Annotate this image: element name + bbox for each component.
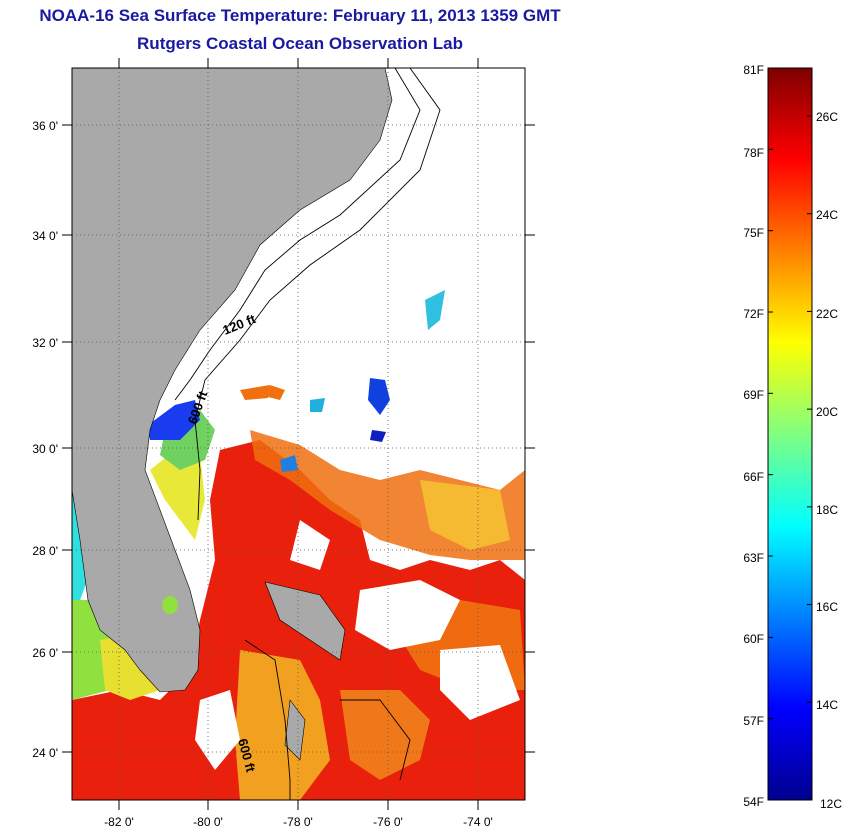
axis-ticks xyxy=(62,58,535,810)
lon-label: -80 0' xyxy=(193,815,223,829)
lat-label: 24 0' xyxy=(32,746,58,760)
lat-label: 30 0' xyxy=(32,442,58,456)
lat-label: 26 0' xyxy=(32,646,58,660)
colorbar-f-label: 69F xyxy=(743,388,764,402)
colorbar-f-label: 72F xyxy=(743,307,764,321)
map-title: NOAA-16 Sea Surface Temperature: Februar… xyxy=(39,6,561,25)
lat-labels: 36 0' 34 0' 32 0' 30 0' 28 0' 26 0' 24 0… xyxy=(32,119,58,760)
colorbar-c-label: 16C xyxy=(816,600,838,614)
lon-label: -76 0' xyxy=(373,815,403,829)
colorbar-f-label: 57F xyxy=(743,714,764,728)
lat-label: 28 0' xyxy=(32,544,58,558)
colorbar-c-label: 22C xyxy=(816,307,838,321)
lat-label: 32 0' xyxy=(32,336,58,350)
colorbar-gradient xyxy=(767,67,813,801)
land xyxy=(72,68,393,761)
colorbar-f-label: 81F xyxy=(743,63,764,77)
lat-label: 34 0' xyxy=(32,229,58,243)
lon-labels: -82 0' -80 0' -78 0' -76 0' -74 0' xyxy=(104,815,493,829)
lon-label: -74 0' xyxy=(463,815,493,829)
map-panel: 120 ft 600 ft 600 ft xyxy=(72,68,525,800)
colorbar-f-label: 66F xyxy=(743,470,764,484)
colorbar-c-label: 12C xyxy=(820,797,842,811)
depth-contours xyxy=(174,68,441,800)
colorbar-c-label: 14C xyxy=(816,698,838,712)
lon-label: -82 0' xyxy=(104,815,134,829)
lat-label: 36 0' xyxy=(32,119,58,133)
colorbar-c-label: 20C xyxy=(816,405,838,419)
colorbar-f-label: 78F xyxy=(743,146,764,160)
colorbar-f-label: 63F xyxy=(743,551,764,565)
colorbar-c-label: 26C xyxy=(816,110,838,124)
map-subtitle: Rutgers Coastal Ocean Observation Lab xyxy=(137,34,463,53)
lon-label: -78 0' xyxy=(283,815,313,829)
colorbar-f-label: 60F xyxy=(743,632,764,646)
colorbar: 81F 78F 75F 72F 69F 66F 63F 60F 57F 54F … xyxy=(743,63,842,811)
colorbar-c-label: 18C xyxy=(816,503,838,517)
colorbar-f-label: 75F xyxy=(743,226,764,240)
colorbar-f-label: 54F xyxy=(743,795,764,809)
colorbar-c-label: 24C xyxy=(816,208,838,222)
